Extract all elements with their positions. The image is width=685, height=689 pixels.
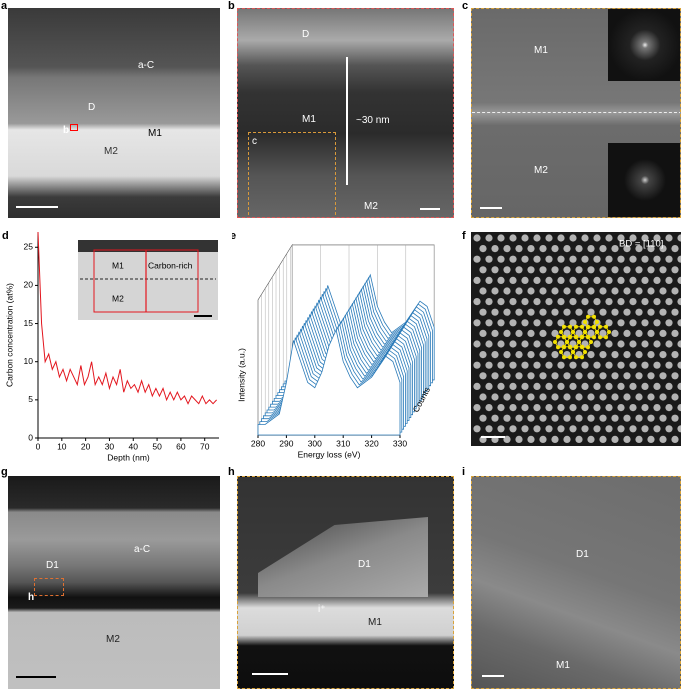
x-tick-label: 300 bbox=[308, 438, 322, 448]
image-label: D1 bbox=[576, 549, 589, 560]
image-label: BD = [110] bbox=[619, 239, 663, 250]
image-label: i⁺ bbox=[318, 604, 326, 615]
panel-label: e bbox=[232, 230, 236, 242]
image-label: M1 bbox=[302, 114, 316, 125]
image-label: D bbox=[302, 29, 310, 40]
x-axis-label: Energy loss (eV) bbox=[298, 449, 361, 459]
image-label: a-C bbox=[138, 60, 155, 71]
micrograph: D1 M1 bbox=[471, 476, 681, 689]
x-tick-label: 40 bbox=[129, 441, 139, 451]
chart: d M1 Carbon-rich M2 0 10 20 30 40 50 60 70 0 5 10 1… bbox=[2, 230, 219, 462]
image-label: b bbox=[63, 125, 70, 136]
image-label: M2 bbox=[104, 146, 118, 157]
y-tick-label: 0 bbox=[28, 432, 33, 442]
panel-label: i bbox=[462, 466, 466, 478]
panel-label: h bbox=[228, 466, 235, 478]
image-label: a-C bbox=[134, 544, 151, 555]
spectrum bbox=[257, 328, 401, 436]
x-tick-label: 310 bbox=[336, 438, 350, 448]
y-tick-label: 20 bbox=[24, 280, 34, 290]
y-tick-label: 15 bbox=[24, 318, 34, 328]
image-label: D1 bbox=[358, 559, 371, 570]
image-label: M2 bbox=[364, 201, 378, 212]
data-line bbox=[37, 231, 217, 405]
inset-image bbox=[78, 240, 218, 320]
panel-label: a bbox=[1, 0, 8, 12]
micrograph: BD = [110] bbox=[471, 232, 681, 446]
y-tick-label: 5 bbox=[28, 394, 33, 404]
micrograph: D1 a-C h M2 bbox=[8, 476, 220, 689]
panel-label: f bbox=[462, 230, 466, 242]
y-axis-label: Carbon concentration (at%) bbox=[4, 283, 14, 387]
y-axis-label: Intensity (a.u.) bbox=[236, 348, 246, 402]
image-label: h bbox=[28, 592, 35, 603]
x-tick-label: 10 bbox=[57, 441, 67, 451]
image-label: c bbox=[252, 136, 257, 147]
image-label: M2 bbox=[534, 165, 548, 176]
micrograph: a-C D b M1 M2 bbox=[8, 8, 220, 218]
inset-label: Carbon-rich bbox=[148, 260, 193, 270]
micrograph: D1 i⁺ M1 bbox=[237, 476, 454, 689]
micrograph: D M1 ~30 nm c M2 bbox=[237, 8, 454, 218]
micrograph: M1 M2 bbox=[471, 8, 681, 218]
x-tick-label: 330 bbox=[393, 438, 407, 448]
y-tick-label: 10 bbox=[24, 356, 34, 366]
image-label: ~30 nm bbox=[356, 115, 390, 126]
y-tick-label: 25 bbox=[24, 242, 34, 252]
x-tick-label: 70 bbox=[200, 441, 210, 451]
panel-label: g bbox=[1, 466, 8, 478]
panel-label: c bbox=[462, 0, 469, 12]
image-label: M1 bbox=[556, 660, 570, 671]
x-tick-label: 290 bbox=[279, 438, 293, 448]
panel-label: b bbox=[228, 0, 235, 12]
image-label: D1 bbox=[46, 560, 59, 571]
x-tick-label: 280 bbox=[251, 438, 265, 448]
x-tick-label: 60 bbox=[176, 441, 186, 451]
x-tick-label: 50 bbox=[152, 441, 162, 451]
inset-image bbox=[78, 240, 218, 252]
image-label: M1 bbox=[534, 45, 548, 56]
inset-label: M2 bbox=[112, 293, 124, 303]
image-label: D bbox=[88, 102, 96, 113]
x-tick-label: 0 bbox=[36, 441, 41, 451]
x-axis-label: Depth (nm) bbox=[107, 452, 150, 462]
image-label: M2 bbox=[106, 634, 120, 645]
x-tick-label: 320 bbox=[365, 438, 379, 448]
chart: e 280 290 300 310 320 330 Energy loss (eV) Inte… bbox=[232, 230, 435, 459]
x-tick-label: 30 bbox=[105, 441, 115, 451]
image-label: M1 bbox=[368, 617, 382, 628]
panel-label: d bbox=[2, 230, 9, 242]
inset-label: M1 bbox=[112, 260, 124, 270]
x-tick-label: 20 bbox=[81, 441, 91, 451]
image-label: M1 bbox=[148, 128, 162, 139]
